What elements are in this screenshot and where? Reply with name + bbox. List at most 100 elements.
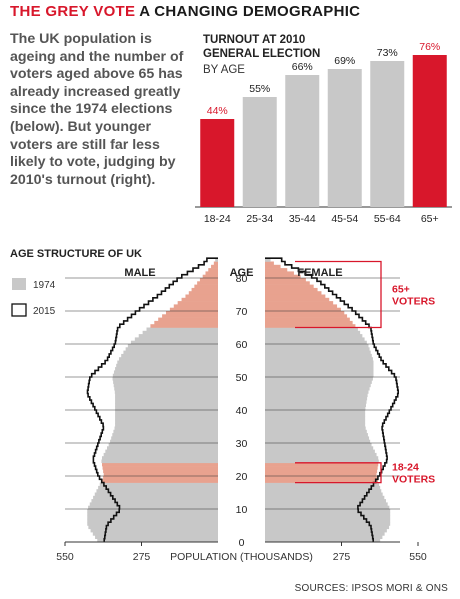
pyramid-2015-outline xyxy=(86,257,399,542)
pyramid-band-1974-female xyxy=(265,479,378,483)
pyramid-band-1974-female xyxy=(265,314,348,318)
pyramid-band-1974-male xyxy=(115,400,218,404)
pyramid-band-1974-male xyxy=(103,452,218,457)
pyramid-band-1974-male xyxy=(112,433,218,437)
pyramid-band-1974-female xyxy=(265,347,370,351)
pyramid-band-1974-male xyxy=(134,337,218,341)
pyramid-band-1974-male xyxy=(92,532,218,536)
pyramid-band-1974-female xyxy=(265,363,374,368)
annotation-label: 18-24 VOTERS xyxy=(392,462,435,486)
pyramid-band-1974-female xyxy=(265,482,380,487)
pyramid-band-1974-female xyxy=(265,502,388,506)
pyramid-band-1974-male xyxy=(197,281,218,285)
female-label: FEMALE xyxy=(297,267,342,279)
pyramid-band-1974-female xyxy=(265,337,365,341)
turnout-category-label: 35-44 xyxy=(289,213,316,225)
pyramid-band-1974-female xyxy=(265,271,294,275)
pyramid-band-1974-male xyxy=(114,386,218,391)
age-tick-label: 50 xyxy=(236,372,248,384)
age-pyramid-chart: 1974 2015 MALE FEMALE AGE 0 10 20 30 40 50 60 70 80 5… xyxy=(11,257,435,563)
pyramid-band-1974-female xyxy=(265,264,281,269)
pyramid-band-1974-male xyxy=(116,363,218,368)
pyramid-2015-male-outline xyxy=(86,257,218,542)
legend-swatch-2015 xyxy=(11,303,27,317)
pyramid-band-1974-male xyxy=(213,261,218,266)
turnout-title-line: TURNOUT AT 2010 xyxy=(203,34,305,46)
turnout-category-label: 55-64 xyxy=(374,213,401,225)
pyramid-band-1974-male xyxy=(89,502,218,506)
pyramid-band-1974-male xyxy=(101,462,218,467)
pyramid-band-1974-male xyxy=(211,264,218,269)
pyramid-band-1974-male xyxy=(115,367,218,371)
pyramid-band-1974-male xyxy=(169,307,218,312)
pyramid-band-1974-male xyxy=(90,528,218,533)
legend-label-1974: 1974 xyxy=(33,280,56,291)
pyramid-band-1974-male xyxy=(110,439,218,444)
pyramid-band-1974-female xyxy=(265,459,379,464)
pyramid-band-1974-female xyxy=(265,469,378,473)
pyramid-band-1974-male xyxy=(115,419,218,424)
pyramid-band-1974-female xyxy=(265,410,366,414)
pyramid-band-1974-female xyxy=(265,505,390,510)
pyramid-band-1974-female xyxy=(265,499,387,503)
pyramid-band-1974-male xyxy=(185,294,218,299)
pyramid-band-1974-female xyxy=(265,278,306,282)
pyramid-band-1974-female xyxy=(265,281,310,285)
headline-rest: A CHANGING DEMOGRAPHIC xyxy=(139,3,361,20)
pyramid-band-1974-female xyxy=(265,522,391,526)
pyramid-band-1974-male xyxy=(91,499,218,503)
pyramid-band-1974-female xyxy=(265,538,381,543)
pyramid-band-1974-male xyxy=(114,426,218,431)
turnout-value-label: 76% xyxy=(419,41,440,53)
pyramid-band-1974-female xyxy=(265,426,366,431)
pyramid-band-1974-female xyxy=(265,294,326,299)
turnout-category-label: 18-24 xyxy=(204,213,231,225)
turnout-category-label: 65+ xyxy=(421,213,439,225)
pyramid-band-1974-male xyxy=(194,284,218,289)
pyramid-band-1974-female xyxy=(265,452,377,457)
pyramid-band-1974-female xyxy=(265,334,363,338)
pyramid-legend: 1974 2015 xyxy=(11,278,56,317)
turnout-bar-55-64 xyxy=(370,61,405,207)
pyramid-band-1974-female xyxy=(265,350,371,355)
annotation-bracket xyxy=(295,260,382,329)
pyramid-band-1974-female xyxy=(265,297,330,302)
pyramid-band-1974-female xyxy=(265,317,350,322)
pyramid-band-1974-female xyxy=(265,518,391,523)
turnout-chart-subtitle: BY AGE xyxy=(203,64,245,76)
pyramid-band-1974-female xyxy=(265,258,271,262)
pyramid-band-1974-male xyxy=(177,301,218,305)
pyramid-band-1974-male xyxy=(202,274,218,279)
age-tick-label: 70 xyxy=(236,306,248,318)
pyramid-band-1974-male xyxy=(87,522,218,526)
pyramid-band-1974-male xyxy=(117,360,218,365)
pyramid-band-1974-female xyxy=(265,370,374,374)
pyramid-x-tick-label: 550 xyxy=(56,551,74,563)
pyramid-band-1974-male xyxy=(115,403,218,407)
pyramid-band-1974-female xyxy=(265,268,288,272)
pyramid-gridlines xyxy=(65,277,400,543)
pyramid-band-1974-male xyxy=(181,297,218,302)
pyramid-band-1974-female xyxy=(265,324,356,328)
pyramid-band-1974-female xyxy=(265,344,369,348)
pyramid-band-1974-female xyxy=(265,446,374,450)
pyramid-band-1974-female xyxy=(265,439,371,444)
pyramid-band-1974-female xyxy=(265,284,314,289)
pyramid-band-1974-male xyxy=(154,320,218,325)
pyramid-band-1974-female xyxy=(265,261,274,266)
pyramid-band-1974-female xyxy=(265,291,322,295)
pyramid-band-1974-male xyxy=(113,383,218,388)
pyramid-band-1974-male xyxy=(113,429,218,434)
pyramid-band-1974-female xyxy=(265,406,366,411)
pyramid-band-1974-female xyxy=(265,419,366,424)
pyramid-band-1974-male xyxy=(88,505,219,510)
pyramid-band-1974-male xyxy=(162,314,218,318)
turnout-value-label: 69% xyxy=(334,55,355,67)
pyramid-band-1974-female xyxy=(265,462,379,467)
pyramid-band-1974-male xyxy=(113,370,218,374)
pyramid-x-tick-label: 275 xyxy=(333,551,351,563)
pyramid-band-1974-female xyxy=(265,307,341,312)
pyramid-band-1974-female xyxy=(265,423,366,427)
pyramid-band-1974-female xyxy=(265,357,373,361)
turnout-bar-35-44 xyxy=(285,75,320,207)
